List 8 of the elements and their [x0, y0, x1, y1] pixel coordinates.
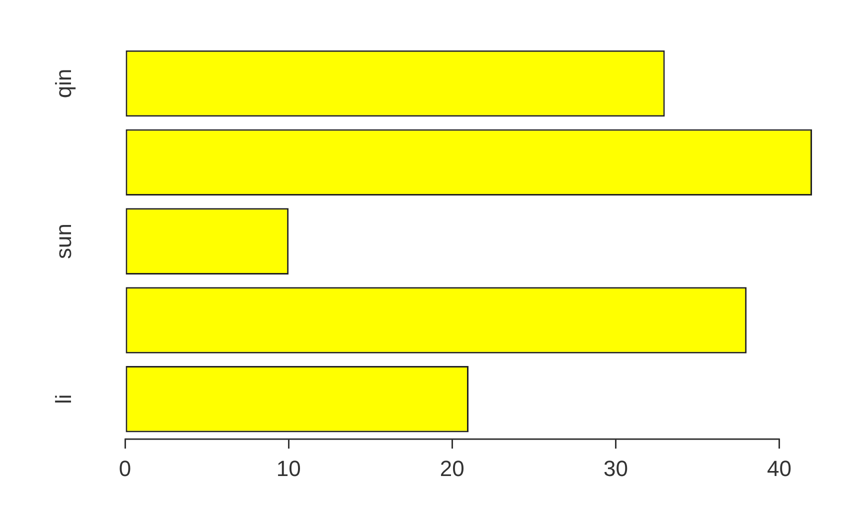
- y-tick-label: sun: [51, 224, 76, 260]
- x-tick-label: 40: [767, 456, 792, 481]
- x-tick-label: 0: [118, 456, 132, 481]
- y-tick-label: qin: [51, 68, 76, 98]
- x-tick-label: 30: [603, 456, 628, 481]
- y-tick-label: li: [51, 394, 76, 404]
- x-tick-label: 10: [276, 456, 301, 481]
- x-tick-label: 20: [440, 456, 464, 481]
